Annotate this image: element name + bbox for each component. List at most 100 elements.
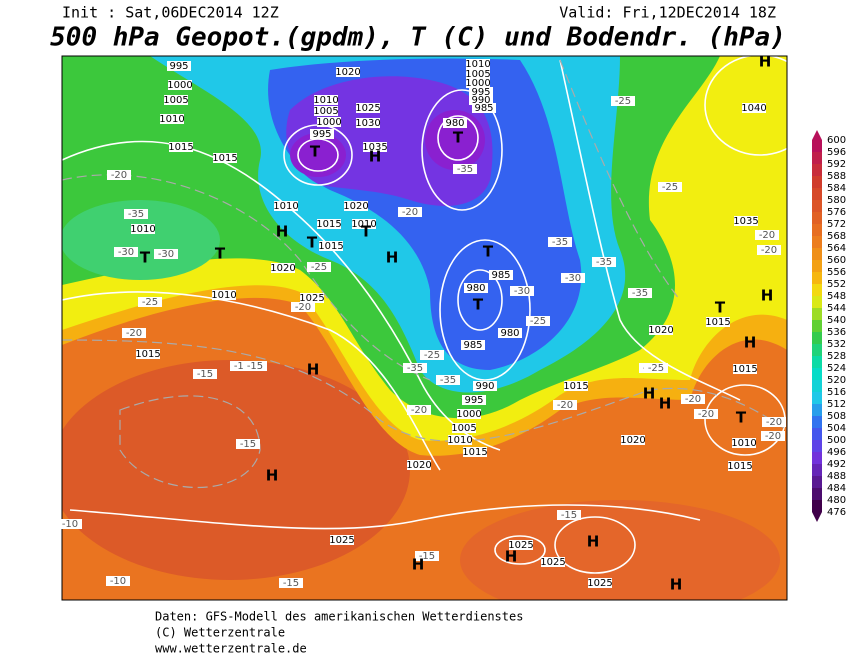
isobar-label-box <box>356 118 380 128</box>
isobar-label-box <box>463 447 487 457</box>
colorbar-label: 544 <box>827 303 846 314</box>
isobar-label: 1005 <box>313 106 338 117</box>
colorbar-label: 540 <box>827 315 846 326</box>
temperature-label-box <box>230 361 254 371</box>
footer-url: www.wetterzentrale.de <box>155 642 307 656</box>
isobar-label: 1015 <box>727 461 752 472</box>
isobar-label-box <box>734 216 758 226</box>
isobar-label: 1030 <box>355 118 380 129</box>
isobar-label-box <box>164 95 188 105</box>
pressure-center: H <box>643 385 656 403</box>
temperature-label: -20 <box>557 400 573 411</box>
isobar-label-box <box>271 263 295 273</box>
temperature-label-box <box>236 439 260 449</box>
pressure-center: H <box>759 53 772 71</box>
isobar-label-box <box>649 325 673 335</box>
temperature-label: -20 <box>411 405 427 416</box>
isobar-label-box <box>363 142 387 152</box>
isobar-label: 1015 <box>705 317 730 328</box>
isobar-label: 1015 <box>316 219 341 230</box>
temperature-label-box <box>114 247 138 257</box>
isobar-label-box <box>314 95 338 105</box>
colorbar-cell <box>812 272 822 284</box>
isobar-label: 980 <box>466 283 485 294</box>
isobar-label: 1000 <box>316 117 341 128</box>
isobar-label: 1010 <box>447 435 472 446</box>
isobar-label-box <box>168 80 192 90</box>
temperature-label: -25 <box>142 297 158 308</box>
colorbar-cell <box>812 452 822 464</box>
colorbar-cell <box>812 236 822 248</box>
isobar-label: 995 <box>471 87 490 98</box>
isobar-label-box <box>588 578 612 588</box>
colorbar-cell <box>812 488 822 500</box>
temperature-label: -15 <box>240 439 256 450</box>
temperature-label: -25 <box>311 262 327 273</box>
temperature-label: -30 <box>118 247 134 258</box>
isobar-label-box <box>344 201 368 211</box>
isobar-label: 1020 <box>335 67 360 78</box>
isobar-label: 985 <box>491 270 510 281</box>
isobar-label-box <box>489 270 513 280</box>
colorbar-cell <box>812 464 822 476</box>
isobar-label-box <box>469 87 493 97</box>
colorbar-label: 564 <box>827 243 846 254</box>
colorbar-cell <box>812 356 822 368</box>
colorbar-label: 532 <box>827 339 846 350</box>
temperature-label: -15 <box>247 361 263 372</box>
colorbar-cell <box>812 440 822 452</box>
map-frame <box>61 55 788 601</box>
pressure-center: T <box>736 409 747 427</box>
isobar-label-box <box>541 557 565 567</box>
pressure-center: H <box>670 576 683 594</box>
isobar-label-box <box>466 78 490 88</box>
temperature-label: -30 <box>514 286 530 297</box>
isobar-label-box <box>466 59 490 69</box>
isobar-label-box <box>498 328 522 338</box>
isobar-label: 1015 <box>168 142 193 153</box>
temperature-label-box <box>122 328 146 338</box>
temperature-label: -15 <box>234 361 250 372</box>
isobar-label: 1020 <box>270 263 295 274</box>
pressure-center: H <box>386 249 399 267</box>
isobar-label-box <box>274 201 298 211</box>
pressure-center: T <box>453 129 464 147</box>
colorbar-label: 536 <box>827 327 846 338</box>
colorbar-label: 516 <box>827 387 846 398</box>
temperature-label: -35 <box>457 164 473 175</box>
isobar-label-box <box>443 118 467 128</box>
isobar-label: 1015 <box>732 364 757 375</box>
valid-time: Valid: Fri,12DEC2014 18Z <box>559 4 776 22</box>
isobar-label-box <box>300 293 324 303</box>
isobar-label: 1010 <box>465 59 490 70</box>
isobar-label: 990 <box>471 95 490 106</box>
isobar-label: 1010 <box>211 290 236 301</box>
isobar-label-box <box>466 69 490 79</box>
isobar-label-box <box>472 103 496 113</box>
colorbar-label: 548 <box>827 291 846 302</box>
temperature-label: -20 <box>111 170 127 181</box>
temperature-label-box <box>611 96 635 106</box>
isobar-label-box <box>469 95 493 105</box>
colorbar-cell <box>812 164 822 176</box>
isobar-label: 1015 <box>563 381 588 392</box>
isobar-label-box <box>473 381 497 391</box>
colorbar-bottom-arrow <box>812 512 822 522</box>
temperature-label-box <box>755 230 779 240</box>
colorbar-label: 488 <box>827 471 846 482</box>
isobar-label-box <box>452 423 476 433</box>
pressure-center: H <box>266 467 279 485</box>
isobar-label: 1025 <box>329 535 354 546</box>
temperature-label: -15 <box>561 510 577 521</box>
isobar-label-box <box>314 106 338 116</box>
isobar-label: 1025 <box>299 293 324 304</box>
isobar-label: 1000 <box>167 80 192 91</box>
temperature-label-box <box>553 400 577 410</box>
isobar-label: 1020 <box>648 325 673 336</box>
isobar-label-box <box>213 153 237 163</box>
isobar-label: 1005 <box>451 423 476 434</box>
isobar-label: 1020 <box>620 435 645 446</box>
isobar-label-box <box>706 317 730 327</box>
